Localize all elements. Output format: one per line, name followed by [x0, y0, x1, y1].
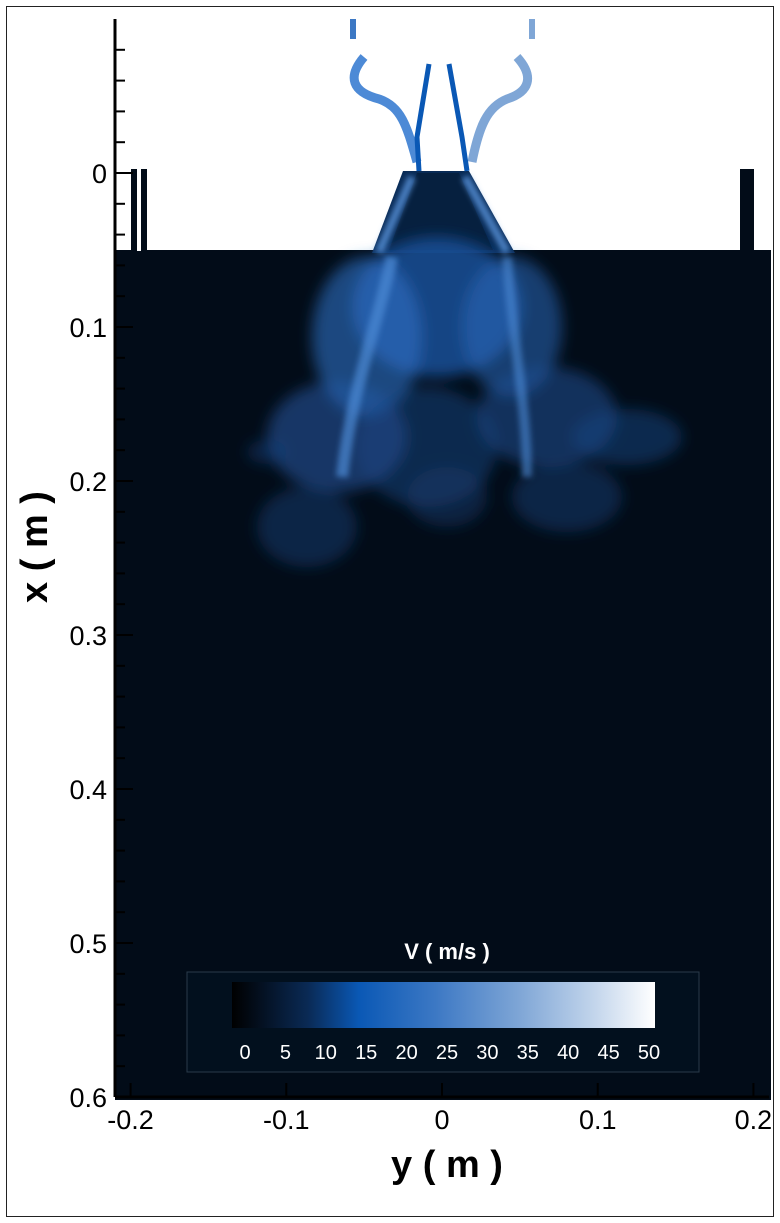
right-inlet-stub — [529, 19, 535, 39]
y-tick-label: 0.3 — [69, 621, 107, 651]
tick-marks — [115, 48, 755, 1098]
y-tick-label: 0.2 — [69, 467, 107, 497]
y-tick-label: 0.1 — [69, 313, 107, 343]
colorbar-tick-label: 50 — [638, 1042, 660, 1064]
colorbar-tick-label: 0 — [239, 1042, 250, 1064]
y-tick-label: 0.6 — [69, 1083, 107, 1113]
x-tick-label: 0.1 — [579, 1105, 617, 1135]
nozzle-right-wall — [446, 63, 470, 172]
colorbar-tick-label: 25 — [436, 1042, 458, 1064]
colorbar-tick-labels: 0 5 10 15 20 25 30 35 40 45 50 — [239, 1042, 660, 1064]
nozzle-left-wall — [414, 63, 432, 172]
swirler-geometry — [349, 19, 535, 172]
tick-labels: 0 0.1 0.2 0.3 0.4 0.5 0.6-0.2 -0.1 0 0.1 0.2 — [69, 159, 772, 1135]
colorbar-gradient — [232, 982, 655, 1028]
colorbar-tick-label: 40 — [557, 1042, 579, 1064]
left-swirl-vane — [349, 54, 422, 164]
x-tick-label: -0.2 — [107, 1105, 154, 1135]
colorbar-legend: V ( m/s ) 0 5 10 15 20 25 30 35 40 45 50 — [186, 939, 700, 1073]
y-axis-title: x ( m ) — [14, 491, 56, 603]
colorbar-tick-label: 15 — [355, 1042, 377, 1064]
y-tick-label: 0.5 — [69, 929, 107, 959]
colorbar-tick-label: 20 — [395, 1042, 417, 1064]
left-inlet-stub — [350, 19, 356, 39]
x-tick-label: 0 — [434, 1105, 449, 1135]
colorbar-tick-label: 45 — [597, 1042, 619, 1064]
figure-frame: 0 0.1 0.2 0.3 0.4 0.5 0.6 -0.2 -0.1 0 0.1 0.2 y ( m… — [6, 6, 774, 1217]
colorbar-tick-label: 30 — [476, 1042, 498, 1064]
velocity-contour-plot: 0 0.1 0.2 0.3 0.4 0.5 0.6-0.2 -0.1 0 0.1 0.2 y ( m… — [14, 19, 772, 1186]
x-tick-label: -0.1 — [263, 1105, 310, 1135]
plume-jets — [336, 175, 532, 478]
colorbar-tick-label: 10 — [315, 1042, 337, 1064]
colorbar-title: V ( m/s ) — [404, 939, 490, 964]
diffuser-cone-core — [389, 173, 493, 250]
y-tick-label: 0 — [92, 159, 107, 189]
right-wall-slot — [740, 169, 754, 251]
x-axis-title: y ( m ) — [391, 1144, 503, 1186]
velocity-plume — [247, 237, 682, 567]
axes: 0 0.1 0.2 0.3 0.4 0.5 0.6-0.2 -0.1 0 0.1 0.2 — [69, 19, 772, 1135]
colorbar-tick-label: 35 — [517, 1042, 539, 1064]
y-tick-label: 0.4 — [69, 775, 107, 805]
colorbar-tick-label: 5 — [280, 1042, 291, 1064]
x-tick-label: 0.2 — [735, 1105, 773, 1135]
left-wall-slot-inner — [137, 169, 141, 251]
right-swirl-vane — [467, 53, 532, 163]
